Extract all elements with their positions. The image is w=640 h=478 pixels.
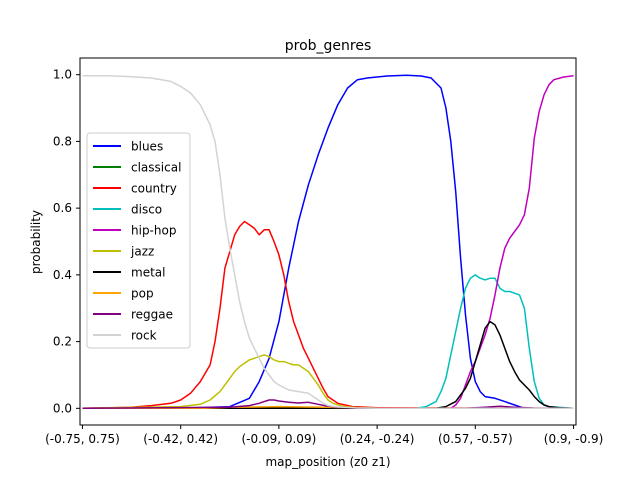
x-tick-label: (0.57, -0.57): [438, 432, 513, 446]
axes-frame: [79, 57, 577, 426]
y-axis-label: probability: [29, 210, 43, 274]
series-line-blues: [82, 74, 574, 410]
y-axis-ticks: 0.0 0.2 0.4 0.6 0.8 1.0: [53, 68, 80, 415]
x-tick-label: (0.24, -0.24): [340, 432, 415, 446]
series-line-rock: [82, 74, 574, 410]
legend: blues classical country disco hip-hop jazz met…: [86, 132, 191, 349]
legend-label-hip-hop: hip-hop: [131, 224, 176, 238]
plot-lines: [82, 74, 574, 410]
series-line-disco: [82, 274, 574, 410]
legend-label-reggae: reggae: [131, 308, 173, 322]
legend-label-classical: classical: [131, 161, 181, 175]
y-tick-label: 0.2: [53, 335, 72, 349]
x-axis-ticks: (-0.75, 0.75) (-0.42, 0.42) (-0.09, 0.09) (…: [45, 425, 603, 446]
legend-label-metal: metal: [131, 266, 165, 280]
y-tick-label: 0.6: [53, 201, 72, 215]
series-line-reggae: [82, 399, 574, 410]
y-tick-label: 0.4: [53, 268, 72, 282]
y-tick-label: 0.0: [53, 401, 72, 415]
legend-label-disco: disco: [131, 203, 162, 217]
y-tick-label: 1.0: [53, 68, 72, 82]
x-tick-label: (0.9, -0.9): [544, 432, 604, 446]
legend-label-blues: blues: [131, 140, 163, 154]
legend-label-pop: pop: [131, 287, 154, 301]
series-line-country: [82, 220, 574, 410]
series-line-metal: [82, 320, 574, 410]
x-tick-label: (-0.75, 0.75): [45, 432, 120, 446]
legend-label-jazz: jazz: [130, 245, 154, 259]
legend-box: [86, 132, 191, 349]
x-axis-label: map_position (z0 z1): [265, 455, 390, 469]
y-tick-label: 0.8: [53, 134, 72, 148]
x-tick-label: (-0.42, 0.42): [143, 432, 218, 446]
series-line-hip-hop: [82, 74, 574, 410]
chart-title: prob_genres: [285, 38, 372, 54]
series-line-jazz: [82, 354, 574, 410]
legend-label-rock: rock: [131, 329, 157, 343]
x-tick-label: (-0.09, 0.09): [242, 432, 317, 446]
legend-label-country: country: [131, 182, 177, 196]
